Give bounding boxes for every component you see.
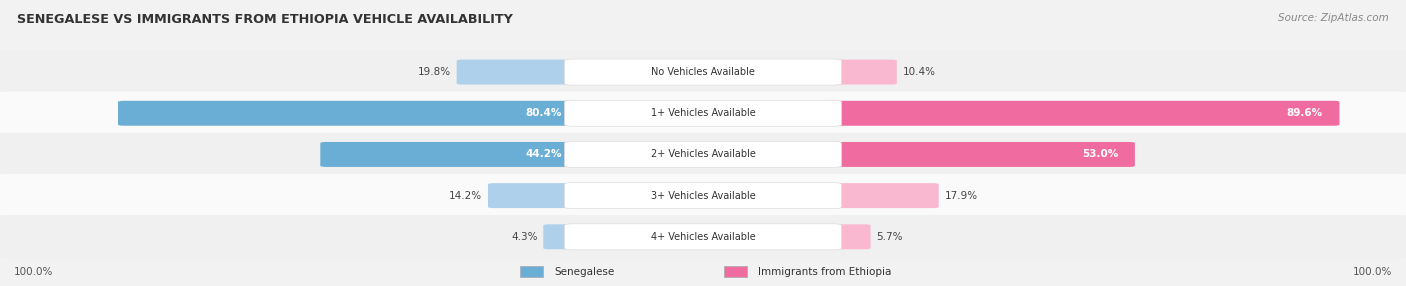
Text: Immigrants from Ethiopia: Immigrants from Ethiopia [758,267,891,277]
Text: SENEGALESE VS IMMIGRANTS FROM ETHIOPIA VEHICLE AVAILABILITY: SENEGALESE VS IMMIGRANTS FROM ETHIOPIA V… [17,13,513,26]
Text: 4.3%: 4.3% [512,232,537,242]
FancyBboxPatch shape [827,101,1340,126]
FancyBboxPatch shape [564,141,842,168]
FancyBboxPatch shape [564,100,842,126]
Text: 89.6%: 89.6% [1286,108,1323,118]
FancyBboxPatch shape [827,183,939,208]
Text: 4+ Vehicles Available: 4+ Vehicles Available [651,232,755,242]
FancyBboxPatch shape [724,266,747,277]
Text: 80.4%: 80.4% [526,108,562,118]
FancyBboxPatch shape [543,224,579,249]
Text: Senegalese: Senegalese [554,267,614,277]
Text: 2+ Vehicles Available: 2+ Vehicles Available [651,150,755,159]
FancyBboxPatch shape [827,142,1135,167]
FancyBboxPatch shape [827,59,897,85]
FancyBboxPatch shape [488,183,579,208]
Text: 10.4%: 10.4% [903,67,935,77]
Text: 100.0%: 100.0% [14,267,53,277]
Text: 53.0%: 53.0% [1081,150,1118,159]
FancyBboxPatch shape [564,224,842,250]
Text: 44.2%: 44.2% [526,150,562,159]
Text: 14.2%: 14.2% [449,191,482,200]
FancyBboxPatch shape [321,142,579,167]
FancyBboxPatch shape [457,59,579,85]
FancyBboxPatch shape [0,133,1406,176]
FancyBboxPatch shape [118,101,579,126]
Text: 100.0%: 100.0% [1353,267,1392,277]
Text: 1+ Vehicles Available: 1+ Vehicles Available [651,108,755,118]
FancyBboxPatch shape [0,92,1406,135]
Text: 19.8%: 19.8% [418,67,451,77]
Text: No Vehicles Available: No Vehicles Available [651,67,755,77]
FancyBboxPatch shape [0,215,1406,259]
Text: 17.9%: 17.9% [945,191,977,200]
FancyBboxPatch shape [0,50,1406,94]
FancyBboxPatch shape [827,224,870,249]
Text: 5.7%: 5.7% [876,232,903,242]
FancyBboxPatch shape [564,182,842,209]
FancyBboxPatch shape [520,266,543,277]
FancyBboxPatch shape [564,59,842,85]
Text: 3+ Vehicles Available: 3+ Vehicles Available [651,191,755,200]
FancyBboxPatch shape [0,174,1406,217]
Text: Source: ZipAtlas.com: Source: ZipAtlas.com [1278,13,1389,23]
